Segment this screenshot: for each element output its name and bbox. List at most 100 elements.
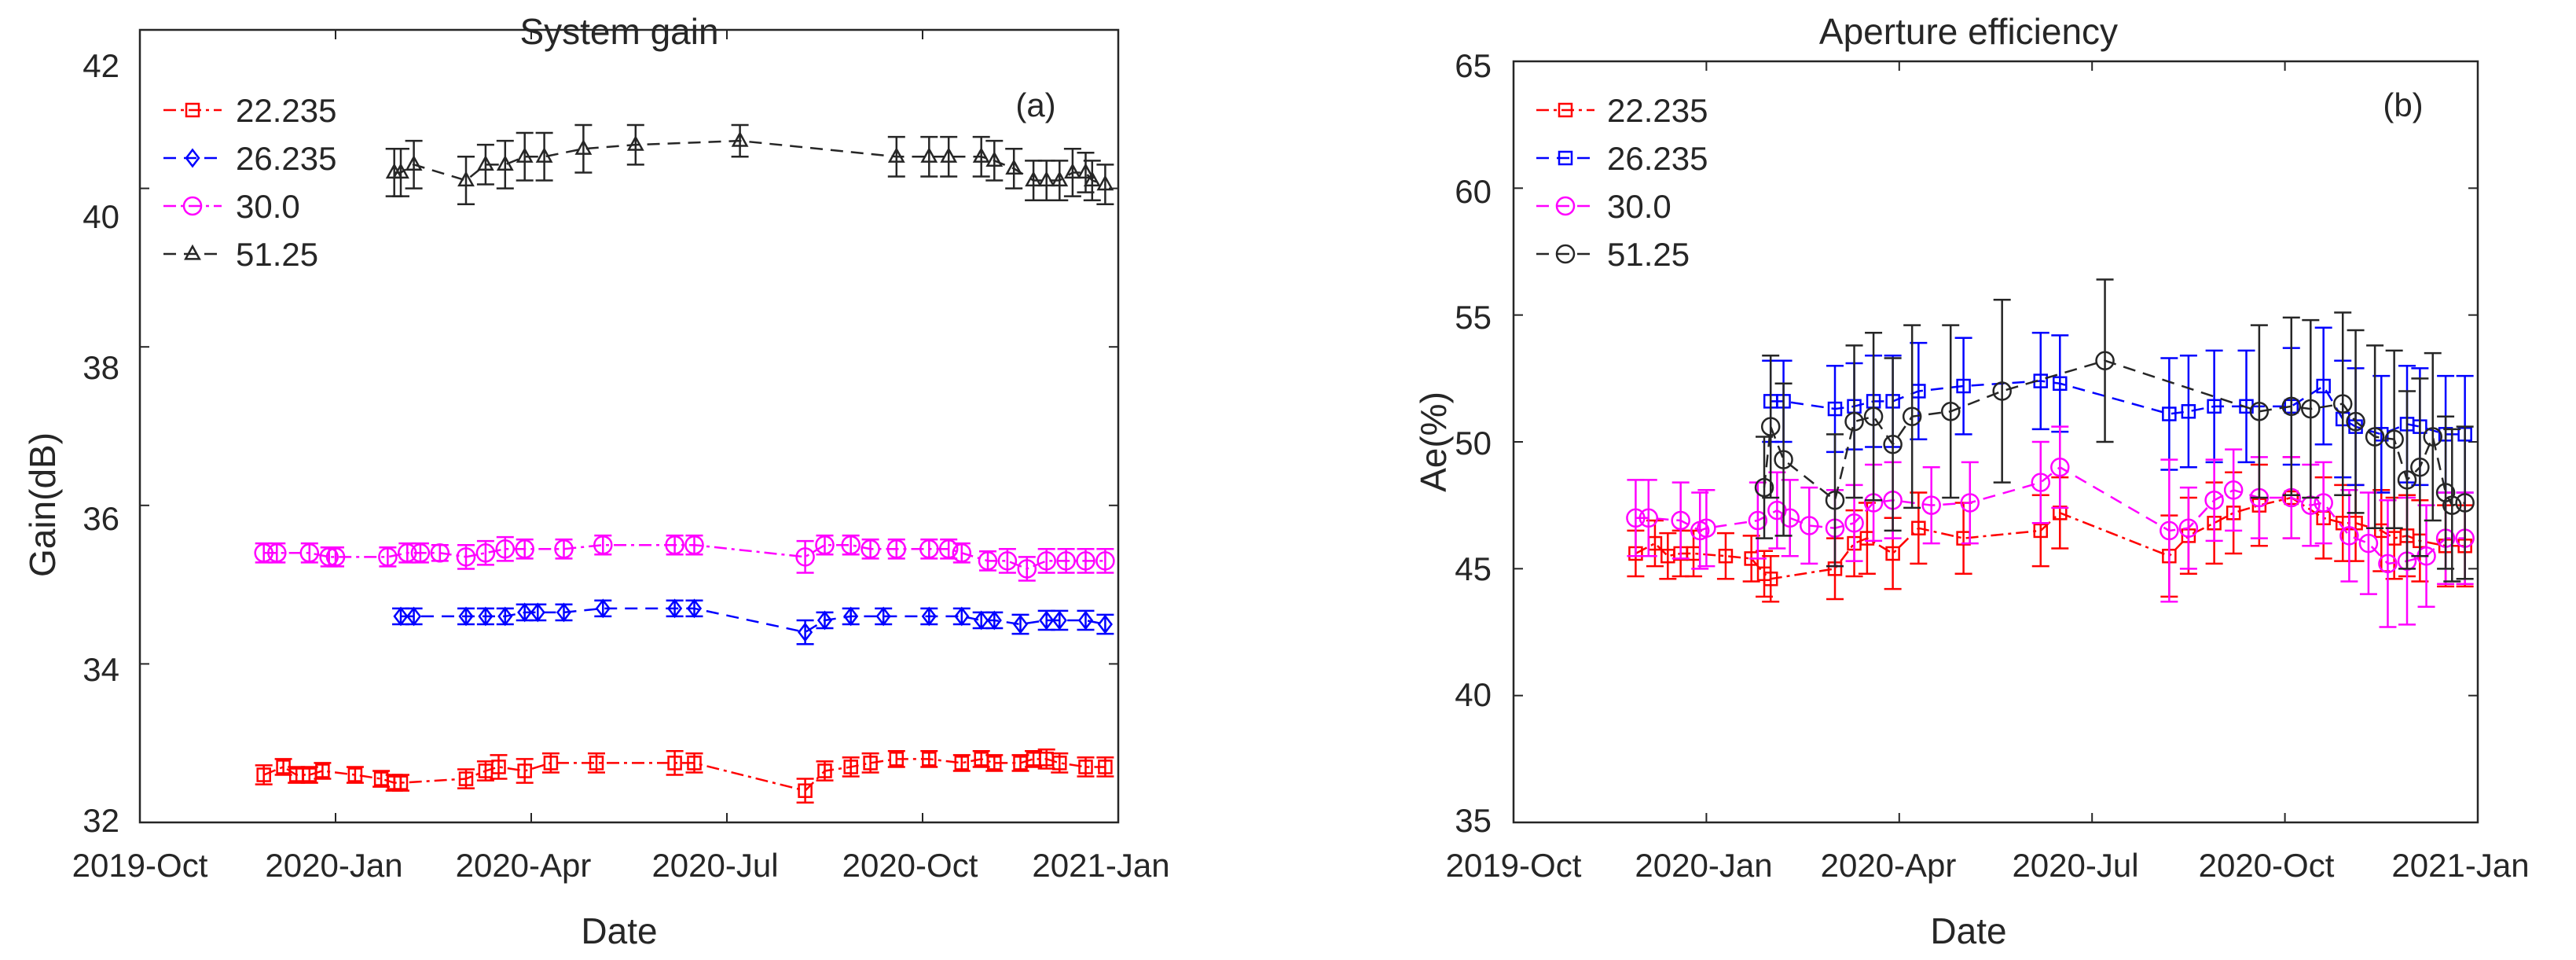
data-point-marker <box>315 763 330 778</box>
y-tick-label: 42 <box>83 47 119 84</box>
x-tick-label: 2019-Oct <box>72 847 208 884</box>
data-point-marker <box>1017 559 1037 579</box>
data-point-marker <box>1083 171 1101 187</box>
data-point-marker <box>1078 760 1093 774</box>
data-point-marker <box>497 606 513 627</box>
legend-label: 26.235 <box>1607 140 1708 177</box>
legend-label: 51.25 <box>236 236 318 273</box>
x-tick-label: 2020-Oct <box>842 847 978 884</box>
data-point-marker <box>1940 402 1961 421</box>
data-point-marker <box>458 771 474 786</box>
x-tick-labels: 2019-Oct 2020-Jan 2020-Apr 2020-Jul 2020… <box>1446 847 2530 884</box>
data-point-marker <box>595 598 611 619</box>
data-point-marker <box>378 547 398 567</box>
data-point-marker <box>516 147 534 163</box>
data-point-marker <box>410 543 431 563</box>
plot-area <box>1512 60 2479 824</box>
data-point-marker <box>815 535 835 555</box>
data-point-marker <box>684 535 704 555</box>
data-point-marker <box>1037 171 1055 187</box>
data-point-marker <box>574 139 593 155</box>
data-point-marker <box>1902 406 1922 426</box>
data-point-marker <box>325 547 346 567</box>
data-point-marker <box>938 539 959 559</box>
data-point-marker <box>817 763 832 778</box>
data-point-marker <box>1626 508 1646 528</box>
data-point-marker <box>398 543 417 563</box>
chart-aperture-efficiency: Aperture efficiency Date Ae(%) (b) 2019-… <box>1413 11 2530 951</box>
data-point-marker <box>2095 351 2115 370</box>
data-point-marker <box>405 155 423 171</box>
data-point-marker <box>543 756 559 771</box>
data-point-marker <box>922 752 937 767</box>
data-point-marker <box>2031 473 2051 492</box>
data-point-marker <box>863 756 878 771</box>
data-point-marker <box>686 598 703 619</box>
y-tick-label: 60 <box>1455 173 1492 210</box>
data-point-marker <box>478 606 494 627</box>
data-point-marker <box>886 539 907 559</box>
series-line <box>394 139 1106 186</box>
x-tick-label: 2021-Jan <box>2391 847 2529 884</box>
data-point-marker <box>1052 756 1067 771</box>
data-point-marker <box>495 539 516 559</box>
y-axis-label: Ae(%) <box>1413 392 1454 492</box>
data-point-marker <box>2435 483 2456 502</box>
data-point-marker <box>1056 551 1076 571</box>
data-point-marker <box>2365 427 2385 447</box>
data-point-marker <box>1025 171 1043 187</box>
data-point-marker <box>347 767 363 782</box>
data-point-marker <box>1096 175 1114 191</box>
data-point-marker <box>530 602 545 623</box>
y-tick-label: 65 <box>1455 47 1492 84</box>
data-point-marker <box>2223 480 2244 500</box>
data-point-marker <box>2423 427 2442 447</box>
x-tick-label: 2020-Jan <box>265 847 402 884</box>
x-tick-label: 2020-Jul <box>2012 847 2138 884</box>
data-point-marker <box>1863 406 1884 426</box>
data-point-marker <box>2050 458 2070 477</box>
y-axis-label: Gain(dB) <box>22 432 63 577</box>
y-tick-label: 34 <box>83 651 119 688</box>
data-point-marker <box>1921 495 1941 515</box>
data-point-marker <box>1883 434 1903 454</box>
y-tick-labels: 32 34 36 38 40 42 <box>83 47 119 839</box>
data-point-marker <box>517 602 533 623</box>
data-point-marker <box>254 543 273 563</box>
legend-marker <box>1558 102 1573 118</box>
legend-marker <box>185 148 200 168</box>
data-point-marker <box>496 155 514 171</box>
data-point-marker <box>1844 513 1864 533</box>
legend-label: 22.235 <box>1607 92 1708 129</box>
y-tick-labels: 35 40 45 50 55 60 65 <box>1455 47 1492 839</box>
data-point-marker <box>1098 760 1113 774</box>
data-point-marker <box>1051 610 1067 631</box>
y-tick-label: 50 <box>1455 425 1492 462</box>
data-point-marker <box>456 547 476 567</box>
data-point-marker <box>515 539 534 559</box>
data-point-marker <box>2207 399 2222 414</box>
data-point-marker <box>458 606 474 627</box>
legend-marker <box>1555 244 1576 264</box>
data-point-marker <box>2378 554 2398 574</box>
x-tick-label: 2020-Jul <box>651 847 778 884</box>
data-point-marker <box>2314 493 2333 513</box>
y-tick-label: 45 <box>1455 550 1492 587</box>
data-point-marker <box>556 602 572 623</box>
data-point-marker <box>2346 411 2365 432</box>
data-point-marker <box>457 171 475 187</box>
x-tick-label: 2019-Oct <box>1446 847 1582 884</box>
data-point-marker <box>667 756 682 771</box>
legend-marker <box>185 102 200 118</box>
data-point-marker <box>2181 404 2196 419</box>
data-point-marker <box>1077 163 1095 179</box>
data-point-marker <box>589 756 604 771</box>
data-point-marker <box>841 535 861 555</box>
x-tick-label: 2020-Apr <box>1821 847 1957 884</box>
data-point-marker <box>1012 614 1029 634</box>
data-point-marker <box>843 606 859 627</box>
data-point-marker <box>889 752 905 767</box>
x-tick-labels: 2019-Oct 2020-Jan 2020-Apr 2020-Jul 2020… <box>72 847 1170 884</box>
data-point-marker <box>1911 520 1926 535</box>
panel-label: (b) <box>2383 86 2423 123</box>
